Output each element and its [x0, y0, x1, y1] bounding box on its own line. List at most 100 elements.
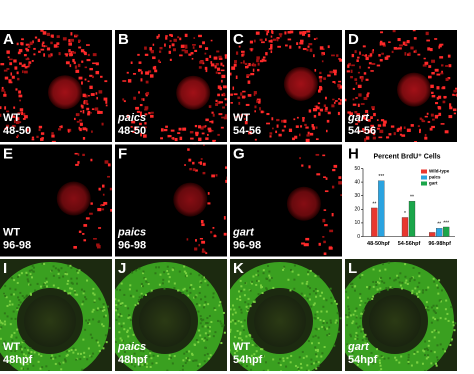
- cell: [355, 307, 358, 310]
- cell: [204, 332, 207, 335]
- cell: [106, 305, 109, 308]
- panel-label: 96-98: [118, 239, 146, 251]
- cell: [436, 286, 439, 289]
- cell: [101, 309, 104, 312]
- cell: [228, 109, 230, 111]
- cell: [86, 358, 89, 361]
- cell: [351, 53, 355, 58]
- cell: [449, 106, 453, 110]
- cell: [205, 252, 208, 255]
- bar: [429, 232, 436, 237]
- cell: [201, 240, 206, 244]
- cell: [87, 80, 90, 83]
- cell: [348, 311, 351, 314]
- cell: [256, 99, 260, 103]
- cell: [397, 127, 402, 131]
- cell: [84, 100, 88, 104]
- cell: [99, 110, 103, 114]
- cell: [231, 319, 234, 322]
- panel-letter: L: [348, 260, 357, 277]
- cell: [214, 308, 217, 311]
- cell: [69, 52, 73, 57]
- cell: [235, 51, 239, 55]
- cell: [9, 300, 12, 303]
- cell: [360, 312, 363, 315]
- cell: [259, 38, 263, 42]
- cell: [129, 319, 132, 322]
- eye: [283, 66, 318, 101]
- cell: [165, 35, 168, 37]
- cell: [32, 40, 34, 44]
- cell: [296, 25, 299, 28]
- cell: [198, 304, 201, 307]
- cell: [217, 72, 221, 75]
- cell: [452, 108, 457, 112]
- cell: [85, 217, 90, 220]
- cell: [33, 351, 36, 354]
- panel-letter: H: [348, 145, 359, 162]
- cell: [332, 98, 335, 101]
- cell: [81, 81, 83, 85]
- cell: [450, 339, 453, 342]
- cell: [427, 286, 430, 289]
- cell: [72, 347, 75, 350]
- cell: [43, 262, 46, 265]
- cell: [16, 328, 19, 331]
- cell: [243, 60, 245, 64]
- cell: [252, 68, 255, 72]
- cell: [205, 57, 209, 61]
- cell: [266, 277, 269, 280]
- cell: [165, 36, 168, 40]
- cell: [93, 299, 96, 302]
- cell: [158, 50, 162, 53]
- cell: [294, 364, 297, 367]
- cell: [102, 307, 105, 310]
- cell: [333, 73, 337, 76]
- cell: [107, 163, 111, 167]
- cell: [240, 92, 243, 96]
- cell: [245, 335, 248, 338]
- cell: [74, 152, 78, 155]
- bar: [436, 228, 443, 237]
- cell: [212, 296, 215, 299]
- cell: [335, 319, 338, 322]
- cell: [183, 352, 186, 355]
- cell: [265, 288, 268, 291]
- cell: [309, 132, 314, 136]
- cell: [381, 280, 384, 283]
- legend-label: gart: [429, 181, 438, 186]
- cell: [102, 303, 105, 306]
- cell: [158, 34, 160, 38]
- cell: [361, 339, 364, 342]
- cell: [372, 136, 376, 140]
- cell: [129, 294, 132, 297]
- cell: [144, 122, 147, 125]
- cell: [335, 302, 338, 305]
- cell: [100, 75, 103, 78]
- cell: [210, 39, 213, 42]
- cell: [64, 272, 67, 275]
- cell: [266, 26, 269, 29]
- cell: [200, 319, 203, 322]
- cell: [293, 287, 296, 290]
- cell: [355, 335, 358, 338]
- cell: [155, 362, 158, 365]
- cell: [454, 89, 457, 93]
- cell: [28, 269, 31, 272]
- cell: [201, 223, 205, 227]
- cell: [75, 358, 78, 361]
- cell: [149, 352, 152, 355]
- cell: [56, 42, 60, 45]
- cell: [145, 359, 148, 362]
- cell: [232, 86, 235, 90]
- cell: [224, 166, 227, 169]
- cell: [240, 311, 243, 314]
- cell: [426, 354, 429, 357]
- cell: [168, 357, 171, 360]
- cell: [8, 58, 13, 61]
- cell: [169, 356, 172, 359]
- cell: [115, 288, 118, 291]
- cell: [306, 280, 309, 283]
- cell: [57, 287, 60, 290]
- cell: [317, 327, 320, 330]
